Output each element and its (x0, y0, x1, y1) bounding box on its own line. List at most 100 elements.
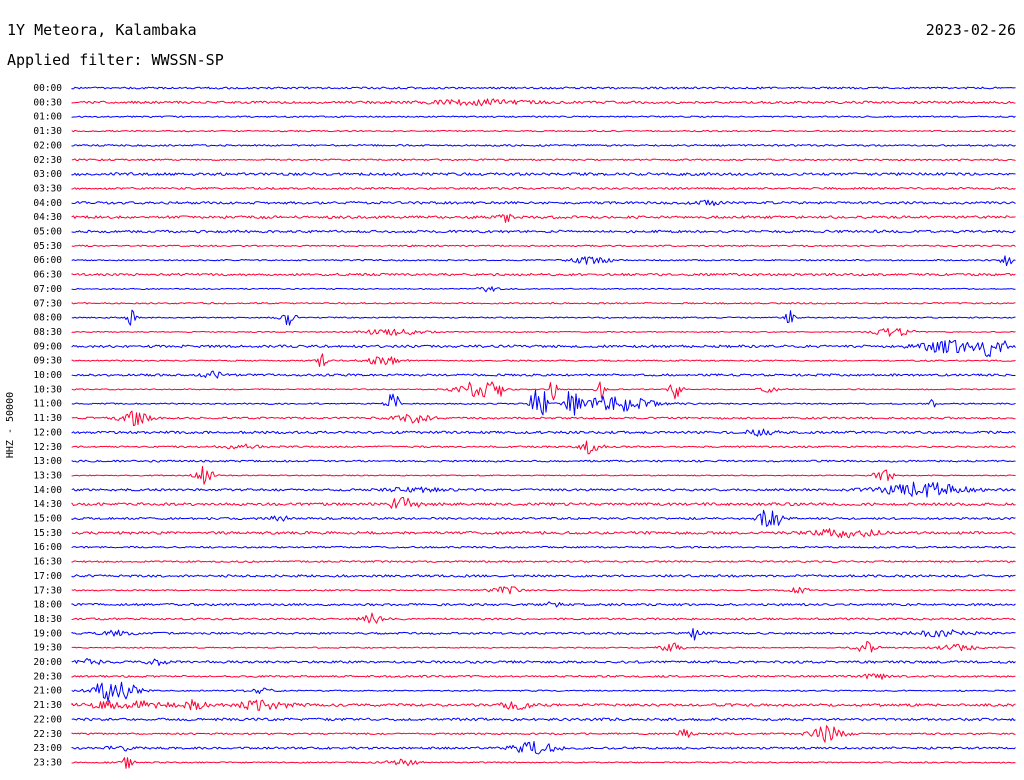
time-label: 13:00 (33, 456, 62, 467)
seismic-trace (71, 725, 1016, 743)
time-label: 14:00 (33, 485, 62, 496)
seismic-trace (71, 481, 1016, 498)
time-label: 02:30 (33, 155, 62, 166)
time-label: 22:30 (33, 729, 62, 740)
time-label: 18:00 (33, 600, 62, 611)
seismic-trace (71, 98, 1016, 107)
seismic-trace (71, 186, 1016, 190)
seismic-traces (71, 86, 1016, 769)
time-label: 11:30 (33, 413, 62, 424)
time-label: 19:30 (33, 643, 62, 654)
seismic-trace (71, 229, 1016, 234)
seismic-trace (71, 339, 1016, 358)
seismic-trace (71, 741, 1016, 755)
time-label: 00:00 (33, 83, 62, 94)
seismic-trace (71, 717, 1016, 722)
seismic-trace (71, 545, 1016, 549)
time-label: 21:00 (33, 686, 62, 697)
seismic-trace (71, 586, 1016, 595)
seismic-trace (71, 757, 1016, 769)
seismic-trace (71, 353, 1016, 368)
seismic-trace (71, 286, 1016, 293)
time-label: 11:00 (33, 399, 62, 410)
filter-label: Applied filter: WWSSN-SP (7, 51, 224, 69)
time-label: 17:30 (33, 585, 62, 596)
seismic-trace (71, 172, 1016, 176)
time-label: 16:30 (33, 557, 62, 568)
time-label: 03:30 (33, 183, 62, 194)
time-label: 08:00 (33, 313, 62, 324)
time-label: 15:00 (33, 514, 62, 525)
time-label: 12:00 (33, 427, 62, 438)
time-label: 23:30 (33, 757, 62, 768)
seismic-trace (71, 302, 1016, 305)
time-label: 02:00 (33, 140, 62, 151)
seismic-trace (71, 640, 1016, 653)
time-label: 13:30 (33, 470, 62, 481)
seismic-trace (71, 410, 1016, 427)
seismic-trace (71, 459, 1016, 463)
seismic-trace (71, 560, 1016, 563)
time-label: 00:30 (33, 97, 62, 108)
time-label: 04:00 (33, 198, 62, 209)
record-date: 2023-02-26 (925, 21, 1016, 39)
time-label: 09:00 (33, 341, 62, 352)
time-label: 06:30 (33, 270, 62, 281)
seismic-trace (71, 699, 1016, 711)
seismic-trace (71, 440, 1016, 455)
time-label: 15:30 (33, 528, 62, 539)
seismic-trace (71, 509, 1016, 527)
time-label: 12:30 (33, 442, 62, 453)
seismic-trace (71, 612, 1016, 624)
seismic-trace (71, 129, 1016, 133)
seismic-trace (71, 309, 1016, 326)
seismic-trace (71, 574, 1016, 578)
time-label: 23:00 (33, 743, 62, 754)
seismic-trace (71, 272, 1016, 277)
seismic-trace (71, 370, 1016, 379)
time-label: 22:00 (33, 714, 62, 725)
seismic-trace (71, 428, 1016, 437)
time-label: 21:30 (33, 700, 62, 711)
seismic-trace (71, 657, 1016, 667)
seismic-trace (71, 144, 1016, 147)
time-label: 14:30 (33, 499, 62, 510)
seismic-trace (71, 86, 1016, 90)
time-label: 05:30 (33, 241, 62, 252)
seismic-trace (71, 389, 1016, 416)
seismic-trace (71, 627, 1016, 641)
time-label: 07:30 (33, 298, 62, 309)
seismic-trace (71, 381, 1016, 401)
seismic-trace (71, 673, 1016, 680)
time-label: 01:30 (33, 126, 62, 137)
seismic-trace (71, 601, 1016, 608)
time-label: 07:00 (33, 284, 62, 295)
time-label: 17:00 (33, 571, 62, 582)
time-label: 06:00 (33, 255, 62, 266)
time-label: 20:00 (33, 657, 62, 668)
seismic-trace (71, 158, 1016, 162)
seismic-trace (71, 199, 1016, 207)
time-label: 08:30 (33, 327, 62, 338)
time-label: 03:00 (33, 169, 62, 180)
seismic-trace (71, 496, 1016, 509)
seismic-trace (71, 327, 1016, 337)
time-label: 20:30 (33, 671, 62, 682)
seismic-trace (71, 244, 1016, 248)
seismic-trace (71, 115, 1016, 118)
time-label: 04:30 (33, 212, 62, 223)
time-label: 18:30 (33, 614, 62, 625)
seismic-trace (71, 465, 1016, 485)
time-label: 10:00 (33, 370, 62, 381)
seismic-trace (71, 255, 1016, 267)
seismic-trace (71, 528, 1016, 539)
time-label: 05:00 (33, 227, 62, 238)
station-title: 1Y Meteora, Kalambaka (7, 21, 197, 39)
time-label: 09:30 (33, 356, 62, 367)
time-label: 01:00 (33, 112, 62, 123)
time-label: 19:00 (33, 628, 62, 639)
time-labels: 00:00 00:30 01:00 01:30 02:00 02:30 03:00 03:30… (33, 83, 62, 768)
time-label: 16:00 (33, 542, 62, 553)
time-label: 10:30 (33, 384, 62, 395)
